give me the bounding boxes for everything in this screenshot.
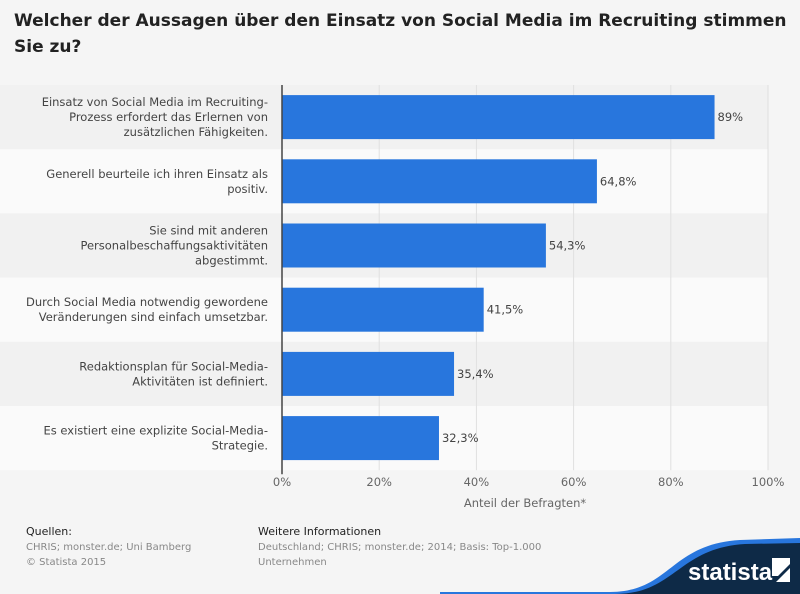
category-label: abgestimmt. (195, 254, 268, 268)
bar (282, 95, 715, 140)
further-info: Weitere Informationen Deutschland; CHRIS… (258, 524, 541, 570)
x-tick-label: 20% (366, 475, 392, 489)
x-tick-label: 40% (464, 475, 490, 489)
category-label: Es existiert eine explizite Social-Media… (43, 424, 268, 438)
bar (282, 223, 546, 268)
category-label: Aktivitäten ist definiert. (132, 374, 268, 388)
data-label: 32,3% (442, 431, 479, 445)
category-label: Einsatz von Social Media im Recruiting- (42, 95, 268, 109)
logo-text: statista (688, 559, 773, 586)
copyright: © Statista 2015 (26, 557, 107, 568)
x-tick-label: 60% (561, 475, 587, 489)
bar (282, 159, 597, 204)
category-label: Prozess erfordert das Erlernen von (69, 110, 268, 124)
logo-mark-icon (772, 558, 790, 582)
sources: Quellen: CHRIS; monster.de; Uni Bamberg … (26, 524, 191, 570)
category-label: Redaktionsplan für Social-Media- (79, 359, 268, 373)
x-tick-label: 0% (273, 475, 291, 489)
info-line: Deutschland; CHRIS; monster.de; 2014; Ba… (258, 542, 542, 553)
data-label: 35,4% (457, 367, 494, 381)
category-label: Strategie. (212, 439, 268, 453)
bar (282, 287, 484, 332)
bar (282, 351, 455, 396)
data-label: 64,8% (600, 174, 637, 188)
category-label: Sie sind mit anderen (149, 224, 268, 238)
category-label: Veränderungen sind einfach umsetzbar. (39, 310, 268, 324)
sources-title: Quellen: (26, 525, 72, 538)
data-label: 54,3% (549, 239, 586, 253)
data-label: 89% (718, 110, 744, 124)
bar-chart: 0% 20% 40% 60% 80% 100% 89% Einsatz von Social … (26, 85, 785, 511)
category-label: Generell beurteile ich ihren Einsatz als (46, 167, 268, 181)
x-tick-label: 80% (658, 475, 684, 489)
x-tick-label: 100% (752, 475, 785, 489)
bar (282, 416, 439, 461)
info-title: Weitere Informationen (258, 525, 382, 538)
data-label: 41,5% (487, 303, 524, 317)
info-line: Unternehmen (258, 557, 327, 568)
chart-title: Welcher der Aussagen über den Einsatz vo… (14, 11, 787, 57)
category-label: Durch Social Media notwendig gewordene (26, 295, 268, 309)
category-label: zusätzlichen Fähigkeiten. (124, 125, 268, 139)
statista-logo: statista (440, 538, 800, 594)
x-axis-title: Anteil der Befragten* (464, 496, 587, 510)
category-label: Personalbeschaffungsaktivitäten (80, 239, 268, 253)
category-label: positiv. (227, 182, 268, 196)
sources-line: CHRIS; monster.de; Uni Bamberg (26, 542, 192, 553)
